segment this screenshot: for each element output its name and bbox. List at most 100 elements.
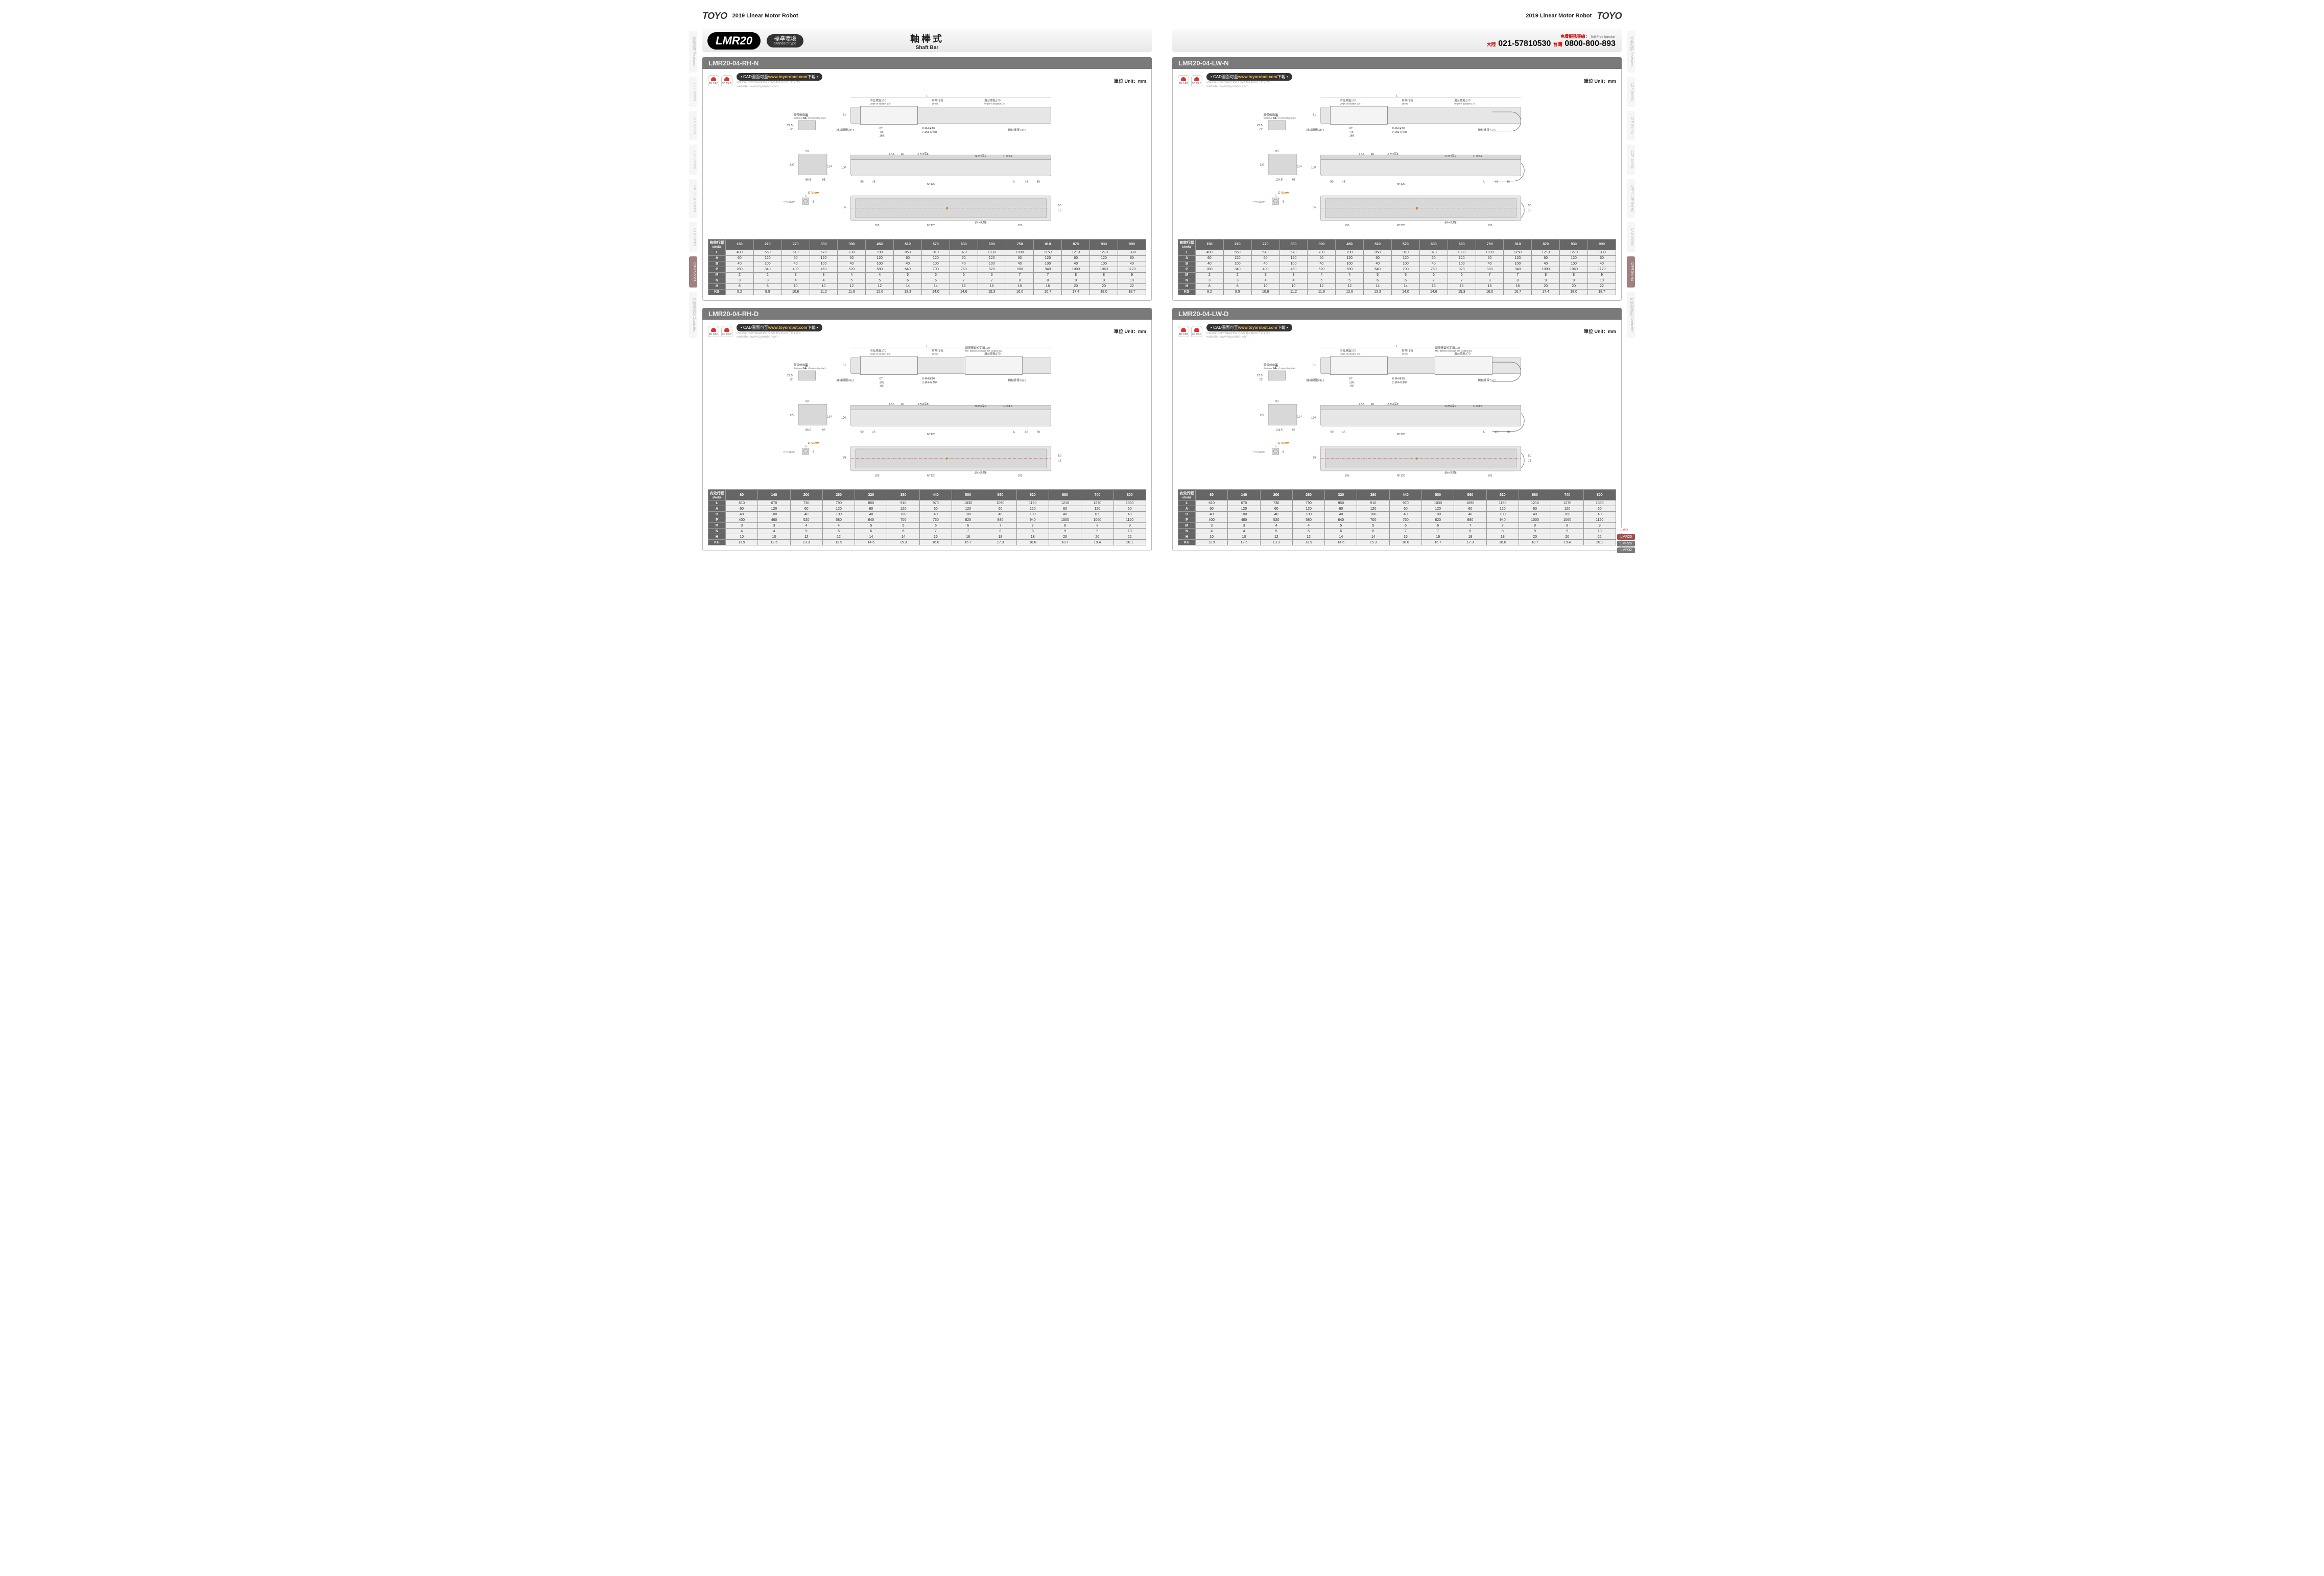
- cad-icon[interactable]: 3D CAD: [1191, 75, 1202, 86]
- cell: 1030: [1422, 500, 1454, 506]
- cad-download-pill[interactable]: • CAD圖面可至www.toyorobot.com下載 •: [1206, 324, 1292, 331]
- cell: 4: [726, 529, 758, 534]
- cad-icon[interactable]: 2D CAD: [1178, 326, 1189, 337]
- cell: 880: [984, 517, 1016, 523]
- cell: 13.3: [894, 289, 922, 295]
- side-tab[interactable]: LGF Series: [1627, 77, 1635, 107]
- cell: 20: [1062, 283, 1090, 289]
- cad-download-pill[interactable]: • CAD圖面可至www.toyorobot.com下載 •: [1206, 73, 1292, 81]
- side-tab[interactable]: LAU Series: [1627, 222, 1635, 252]
- cell: 40: [1251, 261, 1279, 267]
- col-header: 450: [1336, 239, 1364, 250]
- side-tab[interactable]: 特色說明 Features: [689, 31, 697, 73]
- cell: 970: [1419, 250, 1448, 255]
- cell: 7: [1016, 523, 1049, 529]
- cell: 20: [1560, 283, 1588, 289]
- corner-tab[interactable]: LMR32: [1617, 547, 1635, 553]
- cad-icon[interactable]: 3D CAD: [721, 326, 732, 337]
- cell: 640: [1364, 267, 1392, 272]
- cell: 7: [1486, 523, 1519, 529]
- svg-text:105: 105: [874, 224, 879, 227]
- side-tab[interactable]: LMR Series: [689, 256, 697, 288]
- drawing-area: L 滑台原點170 Origin of actuator 170 有效行程 St…: [1178, 342, 1616, 485]
- cell: 20.1: [1583, 540, 1616, 545]
- row-header: KG: [708, 540, 726, 545]
- side-tab[interactable]: 控制器選配 Controller: [689, 292, 697, 338]
- cell: 14: [922, 283, 950, 289]
- col-header: 680: [1519, 490, 1551, 500]
- cell: 670: [1279, 250, 1308, 255]
- col-header: 740: [1081, 490, 1113, 500]
- cell: 10: [1588, 278, 1616, 283]
- cell: 790: [866, 250, 894, 255]
- svg-text:40: 40: [1275, 365, 1278, 368]
- cell: 1090: [984, 500, 1016, 506]
- corner-tab[interactable]: LMR20: [1617, 534, 1635, 540]
- side-tabs-right: 特色說明 Features LGF Series LTF Series LCF Ser…: [1627, 31, 1635, 338]
- svg-text:22: 22: [1260, 128, 1263, 131]
- cad-icon[interactable]: 2D CAD: [708, 326, 719, 337]
- svg-text:22: 22: [1260, 378, 1263, 381]
- side-tab[interactable]: LTF Series: [689, 111, 697, 140]
- cell: 4: [810, 278, 838, 283]
- cell: 9.9: [753, 289, 781, 295]
- svg-text:100: 100: [841, 166, 846, 169]
- cell: 100: [887, 512, 919, 517]
- side-tab[interactable]: LGF Series: [689, 77, 697, 107]
- cell: 12.6: [1336, 289, 1364, 295]
- side-tab[interactable]: LCF Series: [1627, 145, 1635, 175]
- cell: 3: [1196, 523, 1228, 529]
- side-tab[interactable]: LTF Series: [1627, 111, 1635, 140]
- cad-icon[interactable]: 2D CAD: [1178, 75, 1189, 86]
- corner-tab[interactable]: LMR: [1617, 528, 1635, 533]
- cell: 7: [1476, 272, 1504, 278]
- col-header: 500: [1422, 490, 1454, 500]
- cell: 1210: [1049, 500, 1081, 506]
- cell: 580: [822, 517, 855, 523]
- cell: 12: [1308, 283, 1336, 289]
- svg-text:Origin of actuator 170: Origin of actuator 170: [870, 352, 891, 355]
- side-tab[interactable]: LCF Series: [689, 145, 697, 175]
- variant-title: LMR20-04-LW-D: [1172, 308, 1622, 320]
- cad-note: Please download the CAD file from TOYO's…: [1206, 331, 1292, 340]
- side-tab[interactable]: LMR Series: [1627, 256, 1635, 288]
- doc-title: 2019 Linear Motor Robot: [732, 13, 798, 19]
- cad-icon[interactable]: 3D CAD: [721, 75, 732, 86]
- side-tab[interactable]: 特色說明 Features: [1627, 31, 1635, 73]
- svg-text:127: 127: [1260, 414, 1264, 417]
- svg-text:M*120: M*120: [1397, 433, 1405, 436]
- cad-icon[interactable]: 2D CAD: [708, 75, 719, 86]
- corner-tab[interactable]: LMR25: [1617, 541, 1635, 546]
- svg-text:C View: C View: [808, 191, 819, 195]
- cad-icon[interactable]: 3D CAD: [1191, 326, 1202, 337]
- toll-label-cn: 免費服務專線：: [1561, 34, 1590, 39]
- side-tab[interactable]: LAF / LSF Series: [689, 179, 697, 218]
- cell: 8: [726, 283, 754, 289]
- cell: 14: [1392, 283, 1420, 289]
- cad-download-pill[interactable]: • CAD圖面可至www.toyorobot.com下載 •: [737, 73, 822, 81]
- cell: 40: [1532, 261, 1560, 267]
- svg-text:2-M4深8: 2-M4深8: [1387, 402, 1398, 406]
- side-tab[interactable]: LAF / LSF Series: [1627, 179, 1635, 218]
- cad-download-pill[interactable]: • CAD圖面可至www.toyorobot.com下載 •: [737, 324, 822, 331]
- svg-text:4 +0.012/0: 4 +0.012/0: [1253, 451, 1265, 453]
- svg-text:81: 81: [843, 364, 846, 367]
- svg-text:165: 165: [1349, 134, 1354, 137]
- cell: 1090: [1454, 500, 1486, 506]
- cell: 6: [1392, 278, 1420, 283]
- svg-text:67.5: 67.5: [889, 403, 894, 406]
- cell: 120: [822, 506, 855, 512]
- cell: 100: [978, 261, 1006, 267]
- side-tab[interactable]: LAU Series: [689, 222, 697, 252]
- cell: 1030: [952, 500, 984, 506]
- side-tab[interactable]: 控制器選配 Controller: [1627, 292, 1635, 338]
- cell: 13.3: [1364, 289, 1392, 295]
- col-header: 740: [1551, 490, 1583, 500]
- brand-logo-r: TOYO: [1597, 11, 1622, 21]
- cell: 4: [1251, 278, 1279, 283]
- cell: 10: [1251, 283, 1279, 289]
- cell: 11.9: [726, 540, 758, 545]
- svg-text:67: 67: [880, 127, 883, 130]
- cell: 1330: [1118, 250, 1146, 255]
- svg-text:L: L: [1396, 94, 1397, 98]
